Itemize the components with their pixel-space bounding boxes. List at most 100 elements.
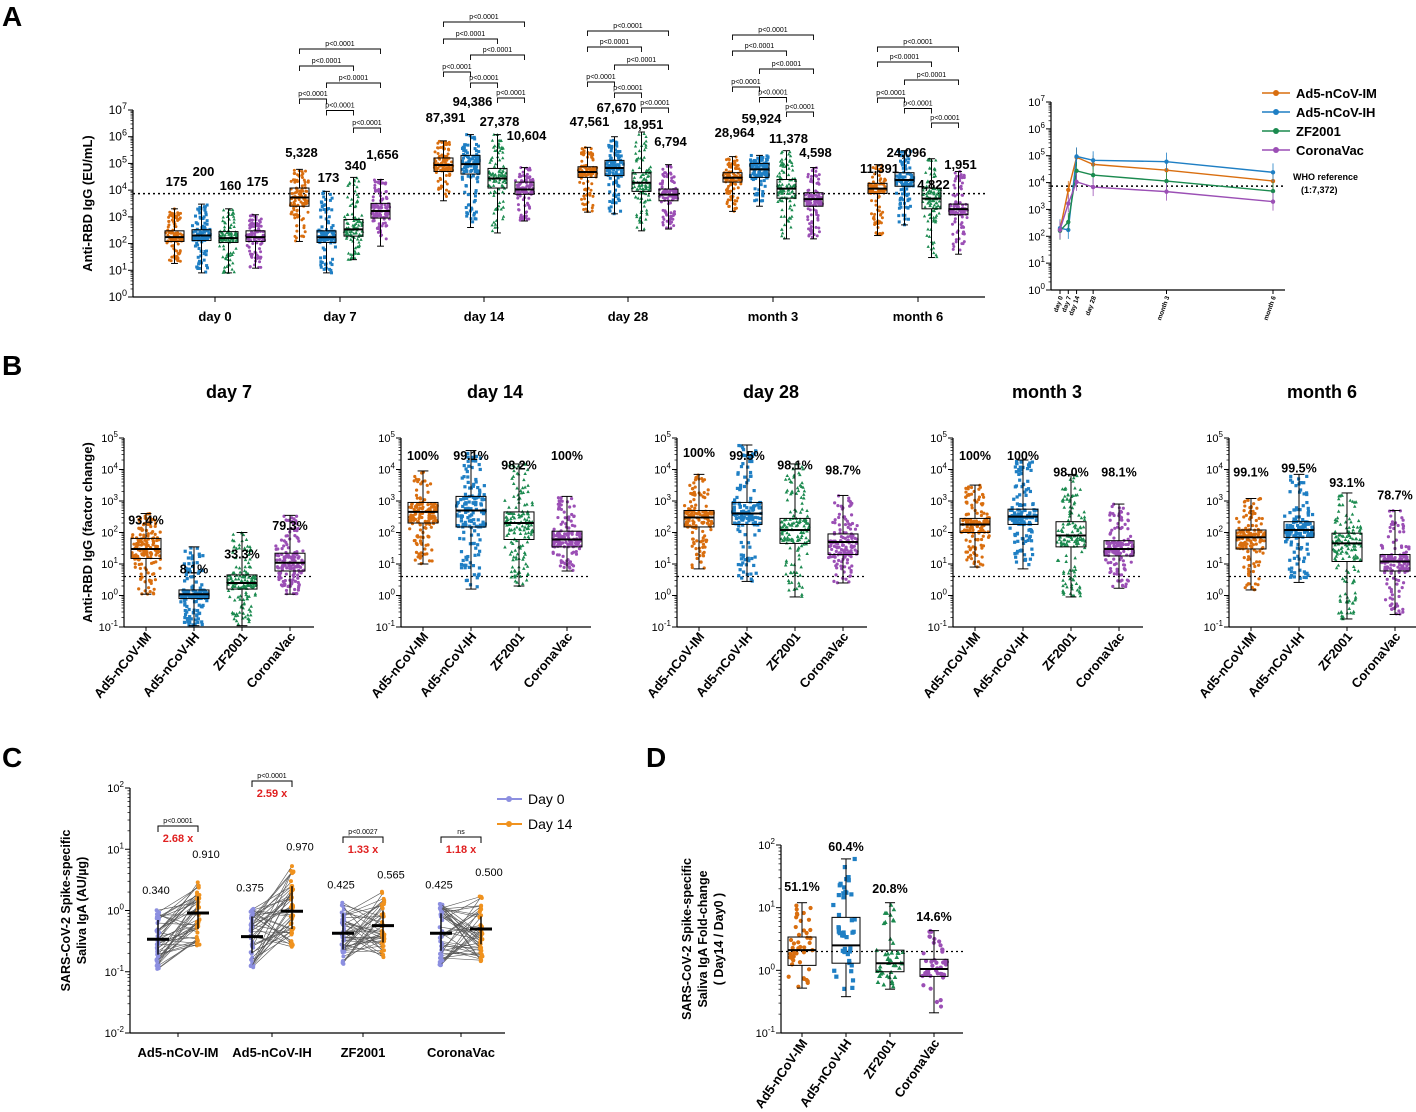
y-tick-label: 100 bbox=[109, 288, 127, 304]
data-point bbox=[471, 564, 476, 568]
data-point bbox=[591, 157, 595, 161]
data-point bbox=[231, 237, 235, 241]
data-point bbox=[749, 153, 753, 157]
data-point bbox=[469, 533, 474, 537]
median-value-label: 47,561 bbox=[570, 114, 610, 129]
data-point bbox=[525, 210, 529, 214]
data-point bbox=[761, 194, 765, 198]
data-point bbox=[221, 255, 225, 259]
data-point bbox=[423, 498, 427, 502]
data-point bbox=[414, 488, 419, 492]
data-point bbox=[293, 199, 297, 203]
data-point bbox=[632, 175, 637, 179]
data-point bbox=[490, 223, 494, 227]
data-point bbox=[952, 204, 956, 208]
data-point bbox=[203, 250, 207, 254]
data-point bbox=[492, 164, 497, 168]
data-point bbox=[469, 217, 473, 221]
data-point bbox=[512, 537, 517, 541]
data-point bbox=[327, 215, 331, 219]
data-point bbox=[590, 154, 594, 158]
data-point bbox=[331, 237, 335, 241]
data-point bbox=[706, 492, 710, 496]
data-point bbox=[690, 487, 695, 491]
data-point bbox=[224, 238, 228, 242]
data-point bbox=[814, 211, 818, 215]
significance-bracket bbox=[326, 82, 381, 88]
data-point bbox=[523, 531, 528, 535]
data-point bbox=[139, 572, 143, 576]
data-point bbox=[561, 520, 565, 524]
data-point bbox=[229, 233, 234, 237]
data-point bbox=[474, 546, 478, 550]
data-point bbox=[476, 518, 480, 522]
data-point bbox=[151, 530, 155, 534]
data-point bbox=[297, 564, 301, 569]
data-point bbox=[295, 592, 299, 596]
data-point bbox=[567, 517, 571, 522]
data-point bbox=[589, 188, 593, 192]
data-point bbox=[580, 159, 584, 163]
data-point bbox=[430, 559, 434, 563]
data-point bbox=[327, 207, 331, 211]
data-point bbox=[690, 563, 694, 567]
data-point bbox=[702, 491, 706, 495]
data-point bbox=[951, 242, 955, 246]
data-point bbox=[323, 237, 327, 241]
data-point bbox=[571, 568, 575, 572]
x-tick-label: day 28 bbox=[608, 309, 648, 324]
data-point bbox=[292, 575, 296, 579]
data-point bbox=[739, 540, 743, 545]
data-point bbox=[175, 257, 179, 261]
data-point bbox=[873, 212, 877, 216]
data-point bbox=[293, 180, 297, 184]
data-point bbox=[735, 166, 739, 170]
data-point bbox=[953, 194, 957, 198]
y-tick-label: 105 bbox=[1028, 148, 1045, 163]
data-point bbox=[152, 540, 156, 544]
data-point bbox=[464, 563, 468, 567]
data-point bbox=[960, 193, 964, 197]
p-value-label: p<0.0001 bbox=[640, 100, 669, 107]
data-point bbox=[246, 560, 251, 565]
data-point bbox=[960, 242, 964, 246]
percent-label: 99.5% bbox=[729, 449, 764, 463]
data-point bbox=[285, 543, 289, 547]
data-point bbox=[895, 191, 899, 195]
data-point bbox=[810, 174, 814, 178]
data-point bbox=[255, 253, 259, 257]
data-point bbox=[418, 506, 422, 510]
data-point bbox=[293, 234, 297, 238]
median-value-label: 160 bbox=[220, 178, 242, 193]
data-point bbox=[346, 221, 350, 225]
data-point bbox=[809, 225, 813, 229]
series-point bbox=[1270, 170, 1276, 175]
data-point bbox=[408, 517, 412, 521]
p-value-label: p<0.0001 bbox=[312, 58, 341, 65]
data-point bbox=[278, 558, 282, 562]
data-point bbox=[228, 594, 232, 599]
data-point bbox=[710, 521, 714, 525]
data-point bbox=[205, 264, 209, 268]
data-point bbox=[694, 547, 698, 551]
data-point bbox=[204, 249, 208, 253]
y-tick-label: 102 bbox=[101, 525, 118, 540]
data-point bbox=[786, 578, 791, 582]
data-point bbox=[523, 535, 527, 539]
data-point bbox=[197, 237, 201, 241]
data-point bbox=[383, 212, 387, 216]
data-point bbox=[899, 205, 903, 209]
data-point bbox=[492, 211, 496, 215]
data-point bbox=[726, 162, 730, 166]
p-value-label: p<0.0001 bbox=[785, 104, 814, 111]
median-value-label: 94,386 bbox=[453, 94, 493, 109]
data-point bbox=[322, 208, 326, 212]
significance-bracket bbox=[904, 108, 932, 114]
data-point bbox=[463, 190, 467, 194]
data-point bbox=[608, 199, 612, 203]
data-point bbox=[459, 514, 463, 518]
data-point bbox=[526, 489, 530, 494]
data-point bbox=[797, 557, 801, 561]
data-point bbox=[303, 200, 307, 204]
x-tick-label: CoronaVac bbox=[243, 629, 298, 691]
